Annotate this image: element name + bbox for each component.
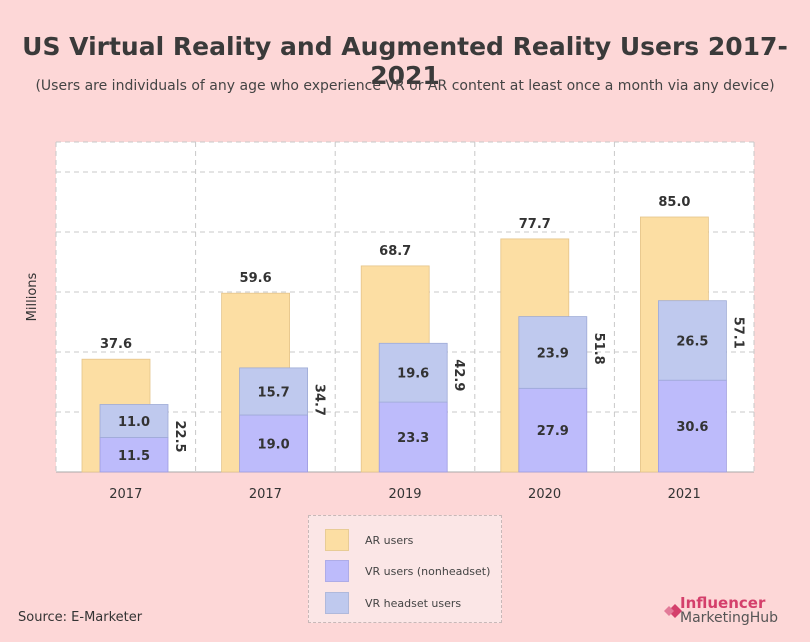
label-vr-nonheadset-1: 19.0 [258,438,290,453]
brand-diamond-icon [664,604,682,618]
x-tick-label-0: 2017 [109,487,142,502]
label-vr-nonheadset-3: 27.9 [537,424,569,439]
label-ar-0: 37.6 [100,337,132,352]
label-vr-headset-0: 11.0 [118,415,150,430]
label-ar-4: 85.0 [658,195,690,210]
brand-logo: Influencer MarketingHub [664,594,804,634]
bar-vr-nonheadset-4 [658,379,727,473]
bar-vr-headset-0 [99,404,169,438]
label-vr-headset-2: 19.6 [397,367,429,382]
legend-swatch-vr-nonheadset [325,560,349,582]
label-ar-2: 68.7 [379,244,411,259]
label-vr-headset-4: 26.5 [676,334,708,349]
legend-label-ar: AR users [365,533,414,547]
bar-vr-headset-4 [658,300,727,381]
x-tick-label-3: 2020 [528,487,561,502]
label-vr-total-1: 34.7 [312,384,327,416]
label-vr-nonheadset-2: 23.3 [397,431,429,446]
label-vr-nonheadset-0: 11.5 [118,449,150,464]
bar-vr-headset-3 [518,316,588,389]
legend-label-vr-headset: VR headset users [365,596,462,610]
bar-vr-headset-2 [378,342,448,403]
chart-subtitle: (Users are individuals of any age who ex… [35,78,775,94]
bar-vr-nonheadset-0 [99,437,169,473]
label-vr-headset-1: 15.7 [258,385,290,400]
legend-item-vr-nonheadset: VR users (nonheadset) [325,559,490,583]
label-vr-total-4: 57.1 [730,317,745,349]
legend: AR users VR users (nonheadset) VR headse… [308,515,502,623]
bar-vr-headset-1 [239,367,309,416]
legend-label-vr-nonheadset: VR users (nonheadset) [365,564,491,578]
bar-vr-nonheadset-2 [378,401,448,473]
brand-name-line2: MarketingHub [680,610,779,626]
legend-swatch-ar [325,529,349,551]
source-note: Source: E-Marketer [18,610,143,625]
legend-item-ar: AR users [325,528,413,552]
bar-vr-nonheadset-3 [518,387,588,473]
label-vr-total-0: 22.5 [172,421,187,453]
y-axis-label: Millions [25,272,40,321]
brand-name-line1: Influencer [680,594,766,612]
x-tick-label-2: 2019 [388,487,421,502]
label-vr-headset-3: 23.9 [537,346,569,361]
label-vr-total-2: 42.9 [451,359,466,391]
legend-item-vr-headset: VR headset users [325,591,461,615]
x-tick-label-4: 2021 [668,487,701,502]
x-tick-label-1: 2017 [249,487,282,502]
label-ar-1: 59.6 [240,271,272,286]
label-ar-3: 77.7 [519,217,551,232]
bar-vr-nonheadset-1 [239,414,309,473]
label-vr-total-3: 51.8 [591,333,606,365]
label-vr-nonheadset-4: 30.6 [676,420,708,435]
chart-title: US Virtual Reality and Augmented Reality… [22,32,788,90]
legend-swatch-vr-headset [325,592,349,614]
